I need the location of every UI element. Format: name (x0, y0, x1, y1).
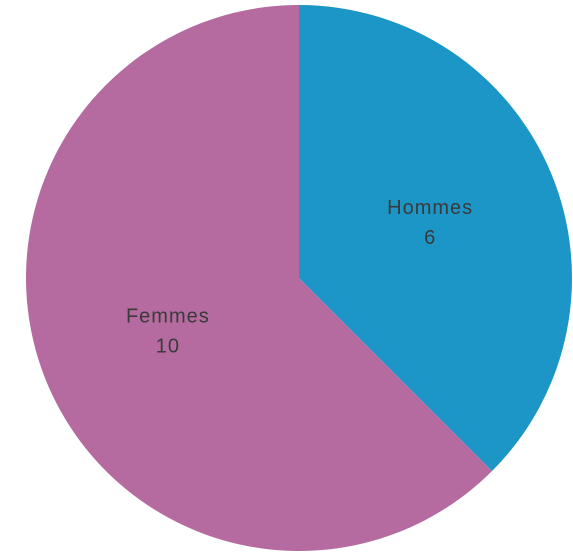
pie-slice (299, 5, 572, 472)
slice-value: 10 (156, 336, 180, 358)
pie-slice (25, 5, 493, 551)
slice-label: Femmes (126, 306, 210, 328)
slice-value: 6 (424, 227, 436, 249)
slice-label: Hommes (387, 197, 473, 219)
